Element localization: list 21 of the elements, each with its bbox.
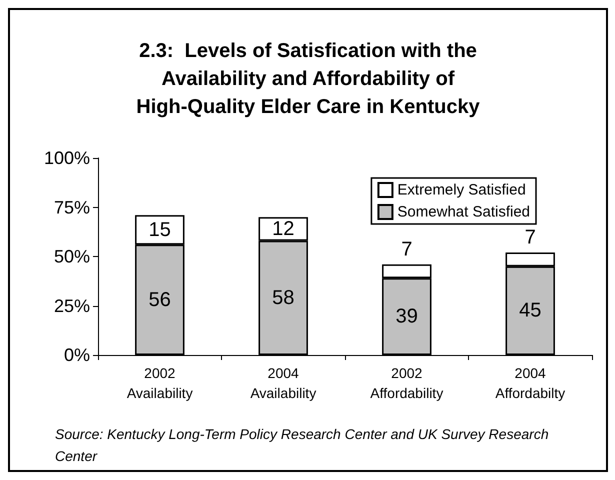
chart-title: 2.3: Levels of Satisfication with the Availability and Affordability of High-Quality Elder Care in Kentucky [136,40,481,118]
y-tick-label: 0% [64,345,90,365]
data-label: 7 [524,226,536,249]
x-tick-label: 2002 Affordability [370,365,444,401]
data-label: 56 [148,288,171,311]
y-tick-label: 50% [54,246,90,266]
y-tick-label: 25% [54,296,90,316]
data-label: 7 [401,238,412,260]
x-tick-label: 2002 Availability [126,365,193,401]
y-tick-label: 100% [44,148,90,168]
data-label: 58 [272,286,294,309]
legend-label: Somewhat Satisfied [397,204,530,220]
x-tick-label: 2004 Affordabilty [495,365,566,401]
x-tick-label: 2004 Availability [250,365,316,401]
legend-label: Extremely Satisfied [397,182,526,198]
data-label: 45 [519,300,542,322]
data-label: 15 [148,218,171,241]
data-label: 12 [272,218,294,240]
data-label: 39 [396,306,418,328]
y-tick-label: 75% [54,197,90,218]
source-note: Source: Kentucky Long-Term Policy Research Center and UK Survey Research Center [55,426,552,464]
